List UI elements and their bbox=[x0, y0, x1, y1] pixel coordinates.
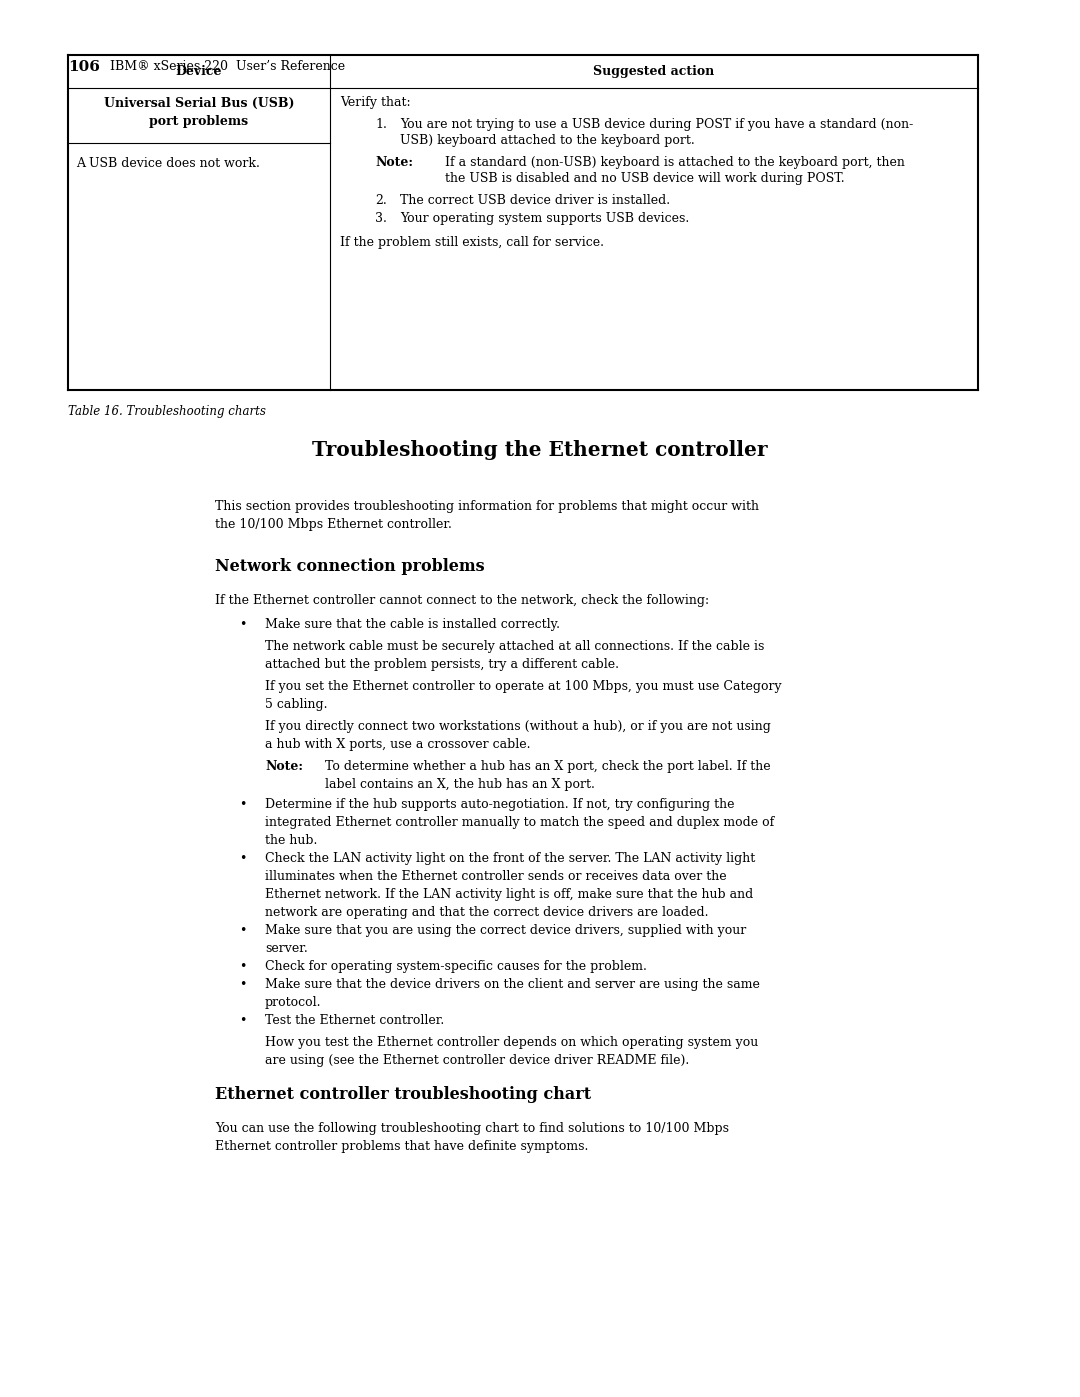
Text: You are not trying to use a USB device during POST if you have a standard (non-: You are not trying to use a USB device d… bbox=[400, 117, 914, 131]
Text: Network connection problems: Network connection problems bbox=[215, 557, 485, 576]
Text: •: • bbox=[239, 1014, 246, 1027]
Text: 2.: 2. bbox=[375, 194, 387, 207]
Text: 3.: 3. bbox=[375, 212, 387, 225]
Text: server.: server. bbox=[265, 942, 308, 956]
Text: the hub.: the hub. bbox=[265, 834, 318, 847]
Text: The correct USB device driver is installed.: The correct USB device driver is install… bbox=[400, 194, 670, 207]
Text: network are operating and that the correct device drivers are loaded.: network are operating and that the corre… bbox=[265, 907, 708, 919]
Text: •: • bbox=[239, 960, 246, 972]
Text: a hub with X ports, use a crossover cable.: a hub with X ports, use a crossover cabl… bbox=[265, 738, 530, 752]
Text: •: • bbox=[239, 617, 246, 631]
Text: Check for operating system-specific causes for the problem.: Check for operating system-specific caus… bbox=[265, 960, 647, 972]
Text: If you set the Ethernet controller to operate at 100 Mbps, you must use Category: If you set the Ethernet controller to op… bbox=[265, 680, 782, 693]
Text: IBM® xSeries 220  User’s Reference: IBM® xSeries 220 User’s Reference bbox=[110, 60, 346, 73]
Text: Note:: Note: bbox=[265, 760, 303, 773]
Text: Make sure that the cable is installed correctly.: Make sure that the cable is installed co… bbox=[265, 617, 561, 631]
Text: Ethernet controller troubleshooting chart: Ethernet controller troubleshooting char… bbox=[215, 1085, 591, 1104]
Text: If the problem still exists, call for service.: If the problem still exists, call for se… bbox=[340, 236, 604, 249]
Text: To determine whether a hub has an X port, check the port label. If the: To determine whether a hub has an X port… bbox=[325, 760, 771, 773]
Text: Make sure that you are using the correct device drivers, supplied with your: Make sure that you are using the correct… bbox=[265, 923, 746, 937]
Text: If the Ethernet controller cannot connect to the network, check the following:: If the Ethernet controller cannot connec… bbox=[215, 594, 710, 608]
Text: If you directly connect two workstations (without a hub), or if you are not usin: If you directly connect two workstations… bbox=[265, 719, 771, 733]
Text: Note:: Note: bbox=[375, 156, 413, 169]
Text: Troubleshooting the Ethernet controller: Troubleshooting the Ethernet controller bbox=[312, 440, 768, 460]
Text: the USB is disabled and no USB device will work during POST.: the USB is disabled and no USB device wi… bbox=[445, 172, 845, 184]
Text: 106: 106 bbox=[68, 60, 99, 74]
Text: Make sure that the device drivers on the client and server are using the same: Make sure that the device drivers on the… bbox=[265, 978, 760, 990]
Text: illuminates when the Ethernet controller sends or receives data over the: illuminates when the Ethernet controller… bbox=[265, 870, 727, 883]
Text: are using (see the Ethernet controller device driver README file).: are using (see the Ethernet controller d… bbox=[265, 1053, 689, 1067]
Text: Table 16. Troubleshooting charts: Table 16. Troubleshooting charts bbox=[68, 405, 266, 418]
Text: the 10/100 Mbps Ethernet controller.: the 10/100 Mbps Ethernet controller. bbox=[215, 518, 451, 531]
Text: •: • bbox=[239, 852, 246, 865]
Text: If a standard (non-USB) keyboard is attached to the keyboard port, then: If a standard (non-USB) keyboard is atta… bbox=[445, 156, 905, 169]
Text: This section provides troubleshooting information for problems that might occur : This section provides troubleshooting in… bbox=[215, 500, 759, 513]
Text: Device: Device bbox=[176, 66, 222, 78]
Text: port problems: port problems bbox=[149, 115, 248, 127]
Text: attached but the problem persists, try a different cable.: attached but the problem persists, try a… bbox=[265, 658, 619, 671]
Text: •: • bbox=[239, 978, 246, 990]
Text: Your operating system supports USB devices.: Your operating system supports USB devic… bbox=[400, 212, 689, 225]
Text: 5 cabling.: 5 cabling. bbox=[265, 698, 327, 711]
Text: The network cable must be securely attached at all connections. If the cable is: The network cable must be securely attac… bbox=[265, 640, 765, 652]
Text: Universal Serial Bus (USB): Universal Serial Bus (USB) bbox=[104, 96, 294, 109]
Text: Determine if the hub supports auto-negotiation. If not, try configuring the: Determine if the hub supports auto-negot… bbox=[265, 798, 734, 812]
Text: •: • bbox=[239, 798, 246, 812]
Text: •: • bbox=[239, 923, 246, 937]
Text: You can use the following troubleshooting chart to find solutions to 10/100 Mbps: You can use the following troubleshootin… bbox=[215, 1122, 729, 1134]
Text: Test the Ethernet controller.: Test the Ethernet controller. bbox=[265, 1014, 444, 1027]
Text: 1.: 1. bbox=[375, 117, 387, 131]
Text: Check the LAN activity light on the front of the server. The LAN activity light: Check the LAN activity light on the fron… bbox=[265, 852, 755, 865]
Text: protocol.: protocol. bbox=[265, 996, 322, 1009]
Text: USB) keyboard attached to the keyboard port.: USB) keyboard attached to the keyboard p… bbox=[400, 134, 694, 147]
Text: Ethernet network. If the LAN activity light is off, make sure that the hub and: Ethernet network. If the LAN activity li… bbox=[265, 888, 753, 901]
Text: Ethernet controller problems that have definite symptoms.: Ethernet controller problems that have d… bbox=[215, 1140, 589, 1153]
Text: How you test the Ethernet controller depends on which operating system you: How you test the Ethernet controller dep… bbox=[265, 1037, 758, 1049]
Text: Verify that:: Verify that: bbox=[340, 96, 410, 109]
Text: label contains an X, the hub has an X port.: label contains an X, the hub has an X po… bbox=[325, 778, 595, 791]
Text: Suggested action: Suggested action bbox=[593, 66, 715, 78]
Text: integrated Ethernet controller manually to match the speed and duplex mode of: integrated Ethernet controller manually … bbox=[265, 816, 774, 828]
Text: A USB device does not work.: A USB device does not work. bbox=[76, 156, 260, 170]
